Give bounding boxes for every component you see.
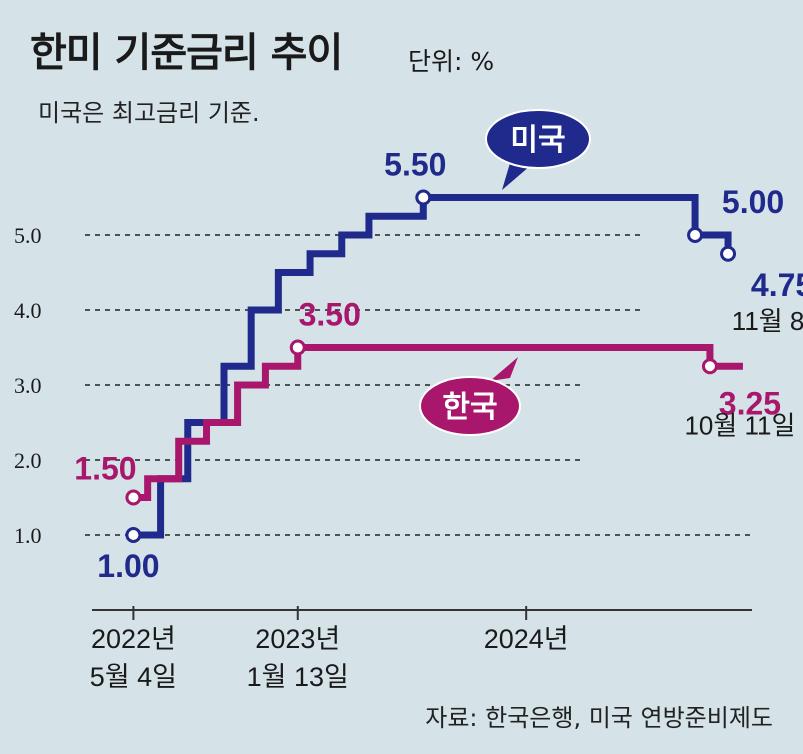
data-point-kr (125, 489, 142, 506)
x-tick-label: 5월 4일 (90, 662, 177, 692)
date-label-kr: 10월 11일 (684, 410, 795, 440)
legend-label-us: 미국 (510, 124, 565, 157)
legend-bubble-us (485, 109, 591, 169)
data-point-kr (289, 339, 306, 356)
x-tick-label: 2023년 (255, 624, 340, 654)
source-note: 자료: 한국은행, 미국 연방준비제도 (425, 704, 773, 732)
date-label-us: 11월 8일 (732, 306, 803, 336)
data-label-kr: 3.25 (719, 385, 781, 421)
legend-bubble-tail-us (502, 163, 530, 190)
x-tick-label: 1월 13일 (247, 662, 349, 692)
data-point-kr (701, 358, 718, 375)
legend-bubble-kr (419, 376, 521, 436)
series-line-us (133, 194, 732, 539)
data-label-kr: 3.50 (299, 297, 361, 333)
data-point-us (720, 245, 737, 262)
y-tick-label: 2.0 (14, 448, 42, 473)
legend-label-kr: 한국 (442, 391, 497, 424)
y-tick-label: 3.0 (14, 373, 42, 398)
data-label-us: 4.75 (751, 267, 803, 303)
data-label-kr: 1.50 (74, 451, 136, 487)
x-tick-label: 2022년 (91, 624, 176, 654)
data-point-us (125, 527, 142, 543)
data-label-us: 1.00 (97, 548, 159, 584)
series-line-kr (133, 344, 743, 501)
data-label-us: 5.00 (722, 184, 784, 220)
y-tick-label: 1.0 (14, 523, 42, 548)
x-tick-label: 2024년 (484, 624, 569, 654)
data-point-us (415, 189, 432, 206)
data-point-us (687, 227, 704, 243)
legend-bubble-tail-kr (490, 357, 518, 381)
chart-title: 한미 기준금리 추이 (30, 30, 343, 76)
data-label-us: 5.50 (384, 147, 446, 183)
y-tick-label: 5.0 (14, 223, 42, 248)
y-tick-label: 4.0 (14, 298, 42, 323)
chart-note: 미국은 최고금리 기준. (38, 99, 260, 127)
unit-label: 단위: % (408, 47, 495, 76)
